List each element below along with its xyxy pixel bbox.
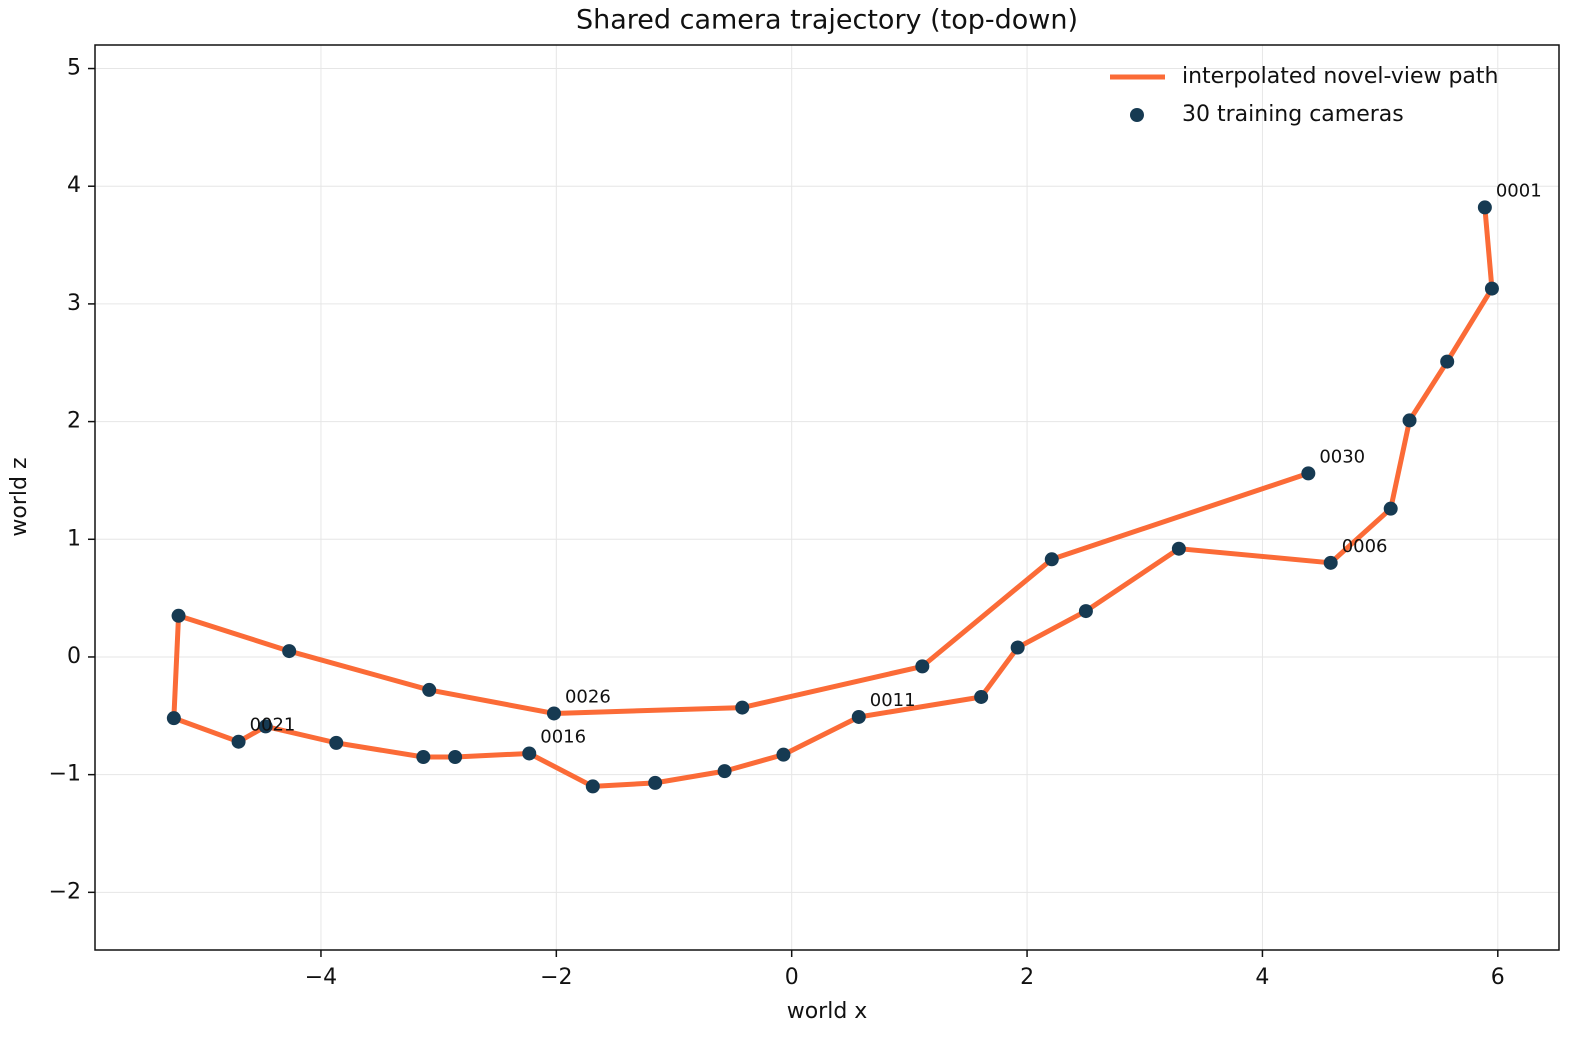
x-tick-label: 2 — [1020, 965, 1034, 990]
annotation: 0030 — [1319, 446, 1365, 467]
camera-point — [1477, 200, 1492, 215]
y-axis-label: world z — [7, 457, 32, 536]
camera-point — [258, 719, 273, 734]
camera-point — [1323, 555, 1338, 570]
y-tick-label: 1 — [67, 526, 81, 551]
camera-point — [974, 689, 989, 704]
y-tick-label: 0 — [67, 644, 81, 669]
camera-point — [735, 700, 750, 715]
camera-point — [1010, 640, 1025, 655]
x-tick-label: 4 — [1255, 965, 1269, 990]
camera-point — [776, 747, 791, 762]
chart-title: Shared camera trajectory (top-down) — [576, 5, 1078, 36]
camera-point — [522, 746, 537, 761]
y-tick-label: 3 — [67, 291, 81, 316]
y-tick-label: −1 — [49, 762, 81, 787]
camera-point — [851, 709, 866, 724]
camera-point — [1440, 354, 1455, 369]
legend-label: 30 training cameras — [1182, 102, 1404, 127]
legend-marker — [1130, 108, 1144, 122]
camera-point — [585, 779, 600, 794]
plot-frame — [94, 44, 1560, 951]
camera-point — [1078, 604, 1093, 619]
x-axis-label: world x — [787, 999, 868, 1024]
camera-point — [1171, 541, 1186, 556]
camera-point — [1301, 466, 1316, 481]
camera-point — [648, 775, 663, 790]
y-tick-label: 4 — [67, 173, 81, 198]
x-tick-label: 0 — [785, 965, 799, 990]
legend-label: interpolated novel-view path — [1182, 64, 1499, 89]
camera-point — [717, 764, 732, 779]
camera-point — [416, 749, 431, 764]
camera-point — [282, 644, 297, 659]
annotation: 0026 — [565, 686, 611, 707]
y-tick-label: 5 — [67, 56, 81, 81]
x-tick-label: −2 — [540, 965, 572, 990]
camera-point — [171, 608, 186, 623]
camera-point — [448, 749, 463, 764]
camera-point — [915, 659, 930, 674]
camera-point — [1044, 552, 1059, 567]
camera-point — [166, 711, 181, 726]
x-tick-label: 6 — [1491, 965, 1505, 990]
annotation: 0006 — [1342, 536, 1388, 557]
y-tick-label: −2 — [49, 879, 81, 904]
camera-point — [329, 735, 344, 750]
annotation: 0011 — [870, 690, 916, 711]
y-tick-label: 2 — [67, 409, 81, 434]
camera-point — [422, 682, 437, 697]
camera-point — [1383, 501, 1398, 516]
x-tick-label: −4 — [305, 965, 337, 990]
camera-point — [231, 734, 246, 749]
camera-point — [1484, 281, 1499, 296]
annotation: 0021 — [250, 715, 296, 736]
annotation: 0016 — [540, 726, 586, 747]
trajectory-line — [171, 207, 1495, 789]
camera-point — [546, 706, 561, 721]
annotation: 0001 — [1496, 180, 1542, 201]
camera-point — [1402, 413, 1417, 428]
